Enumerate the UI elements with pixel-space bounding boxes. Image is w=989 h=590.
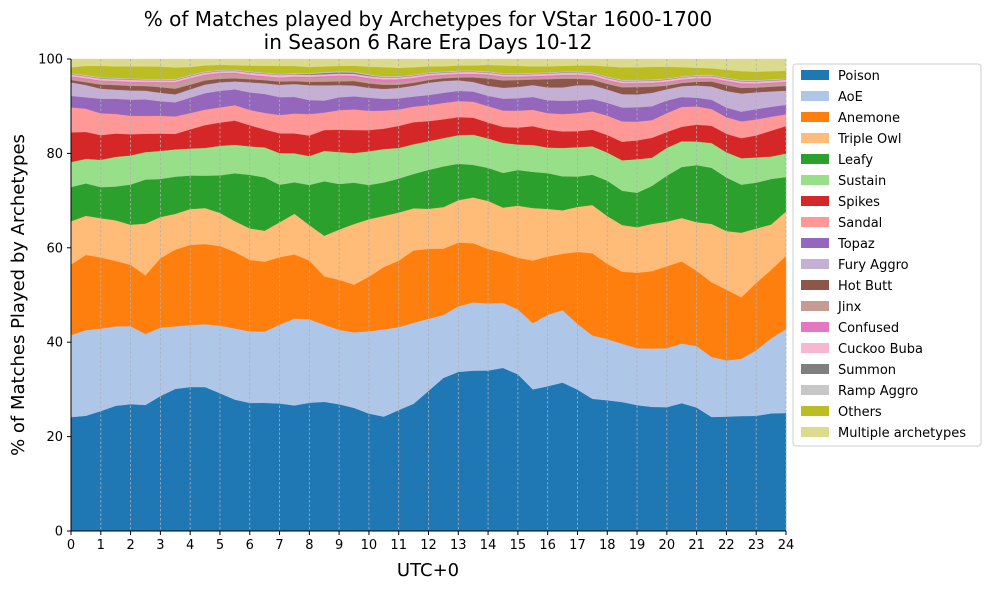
legend-label: Confused bbox=[838, 321, 899, 336]
y-tick-label: 100 bbox=[38, 53, 63, 68]
legend-swatch bbox=[801, 301, 829, 311]
legend-swatch bbox=[801, 91, 829, 101]
legend-swatch bbox=[801, 280, 829, 290]
x-tick-label: 7 bbox=[275, 538, 283, 553]
y-axis-label: % of Matches Played by Archetypes bbox=[8, 134, 29, 456]
legend-swatch bbox=[801, 70, 829, 80]
x-tick-label: 17 bbox=[569, 538, 586, 553]
legend-swatch bbox=[801, 259, 829, 269]
legend-item-ramp-aggro: Ramp Aggro bbox=[801, 384, 918, 399]
legend-swatch bbox=[801, 154, 829, 164]
legend-label: Anemone bbox=[838, 111, 900, 126]
y-tick-label: 0 bbox=[55, 525, 63, 540]
legend-items: Poison AoE Anemone Triple Owl Leafy Sustain Sp… bbox=[801, 69, 966, 441]
legend-swatch bbox=[801, 217, 829, 227]
legend-label: Jinx bbox=[837, 300, 862, 315]
legend-label: Poison bbox=[838, 69, 880, 84]
x-tick-label: 21 bbox=[688, 538, 705, 553]
x-tick-label: 22 bbox=[718, 538, 735, 553]
y-tick-label: 60 bbox=[46, 241, 63, 256]
legend-swatch bbox=[801, 385, 829, 395]
x-tick-label: 2 bbox=[126, 538, 134, 553]
x-tick-label: 24 bbox=[778, 538, 795, 553]
x-axis-label: UTC+0 bbox=[397, 560, 459, 581]
legend-item-sustain: Sustain bbox=[801, 174, 886, 189]
legend-swatch bbox=[801, 133, 829, 143]
legend-label: Cuckoo Buba bbox=[838, 342, 923, 357]
x-tick-label: 12 bbox=[420, 538, 437, 553]
chart-title-line-1: % of Matches played by Archetypes for VS… bbox=[144, 7, 713, 31]
legend-label: Spikes bbox=[838, 195, 880, 210]
legend-item-jinx: Jinx bbox=[801, 300, 862, 315]
vertical-grid-lines bbox=[70, 59, 787, 531]
legend-frame bbox=[792, 63, 982, 447]
legend-swatch bbox=[801, 112, 829, 122]
legend-item-poison: Poison bbox=[801, 69, 880, 84]
legend-item-multiple-archetypes: Multiple archetypes bbox=[801, 426, 966, 441]
x-tick-label: 1 bbox=[97, 538, 105, 553]
chart-title-line-2: in Season 6 Rare Era Days 10-12 bbox=[264, 30, 593, 54]
legend-label: Triple Owl bbox=[837, 132, 901, 147]
legend: Poison AoE Anemone Triple Owl Leafy Sustain Sp… bbox=[792, 63, 982, 447]
y-tick-label: 20 bbox=[46, 430, 63, 445]
x-tick-label: 0 bbox=[67, 538, 75, 553]
y-tick-label: 40 bbox=[46, 336, 63, 351]
x-tick-label: 20 bbox=[659, 538, 676, 553]
legend-swatch bbox=[801, 322, 829, 332]
x-tick-label: 5 bbox=[216, 538, 224, 553]
legend-label: Leafy bbox=[838, 153, 873, 168]
legend-label: Topaz bbox=[837, 237, 875, 252]
x-tick-label: 9 bbox=[335, 538, 343, 553]
x-axis-ticks: 0 1 2 3 4 5 6 7 8 9 10 11 12 13 14 15 16 17 18 19 20 21 22 23 24 bbox=[67, 531, 794, 553]
legend-item-fury-aggro: Fury Aggro bbox=[801, 258, 909, 273]
legend-item-aoe: AoE bbox=[801, 90, 863, 105]
legend-item-cuckoo-buba: Cuckoo Buba bbox=[801, 342, 923, 357]
x-tick-label: 14 bbox=[480, 538, 497, 553]
x-tick-label: 8 bbox=[305, 538, 313, 553]
legend-item-confused: Confused bbox=[801, 321, 899, 336]
legend-item-triple-owl: Triple Owl bbox=[801, 132, 901, 147]
x-tick-label: 15 bbox=[510, 538, 527, 553]
legend-label: Fury Aggro bbox=[838, 258, 909, 273]
legend-label: Sustain bbox=[838, 174, 886, 189]
x-tick-label: 6 bbox=[246, 538, 254, 553]
legend-swatch bbox=[801, 406, 829, 416]
legend-label: Ramp Aggro bbox=[838, 384, 918, 399]
x-tick-label: 3 bbox=[156, 538, 164, 553]
legend-swatch bbox=[801, 175, 829, 185]
x-tick-label: 23 bbox=[748, 538, 765, 553]
legend-swatch bbox=[801, 238, 829, 248]
x-tick-label: 16 bbox=[539, 538, 556, 553]
legend-label: AoE bbox=[838, 90, 863, 105]
legend-swatch bbox=[801, 427, 829, 437]
x-tick-label: 11 bbox=[390, 538, 407, 553]
x-tick-label: 4 bbox=[186, 538, 194, 553]
legend-label: Hot Butt bbox=[838, 279, 892, 294]
legend-item-spikes: Spikes bbox=[801, 195, 880, 210]
y-tick-label: 80 bbox=[46, 147, 63, 162]
legend-item-sandal: Sandal bbox=[801, 216, 882, 231]
x-tick-label: 13 bbox=[450, 538, 467, 553]
x-tick-label: 19 bbox=[629, 538, 646, 553]
legend-item-topaz: Topaz bbox=[801, 237, 875, 252]
legend-label: Sandal bbox=[838, 216, 882, 231]
x-tick-label: 18 bbox=[599, 538, 616, 553]
legend-item-summon: Summon bbox=[801, 363, 896, 378]
x-tick-label: 10 bbox=[361, 538, 378, 553]
legend-swatch bbox=[801, 343, 829, 353]
legend-label: Summon bbox=[838, 363, 896, 378]
legend-item-anemone: Anemone bbox=[801, 111, 900, 126]
legend-item-others: Others bbox=[801, 405, 882, 420]
legend-item-leafy: Leafy bbox=[801, 153, 873, 168]
legend-item-hot-butt: Hot Butt bbox=[801, 279, 892, 294]
legend-label: Others bbox=[838, 405, 882, 420]
legend-label: Multiple archetypes bbox=[838, 426, 966, 441]
legend-swatch bbox=[801, 364, 829, 374]
legend-swatch bbox=[801, 196, 829, 206]
y-axis-ticks: 0 20 40 60 80 100 bbox=[38, 53, 71, 540]
